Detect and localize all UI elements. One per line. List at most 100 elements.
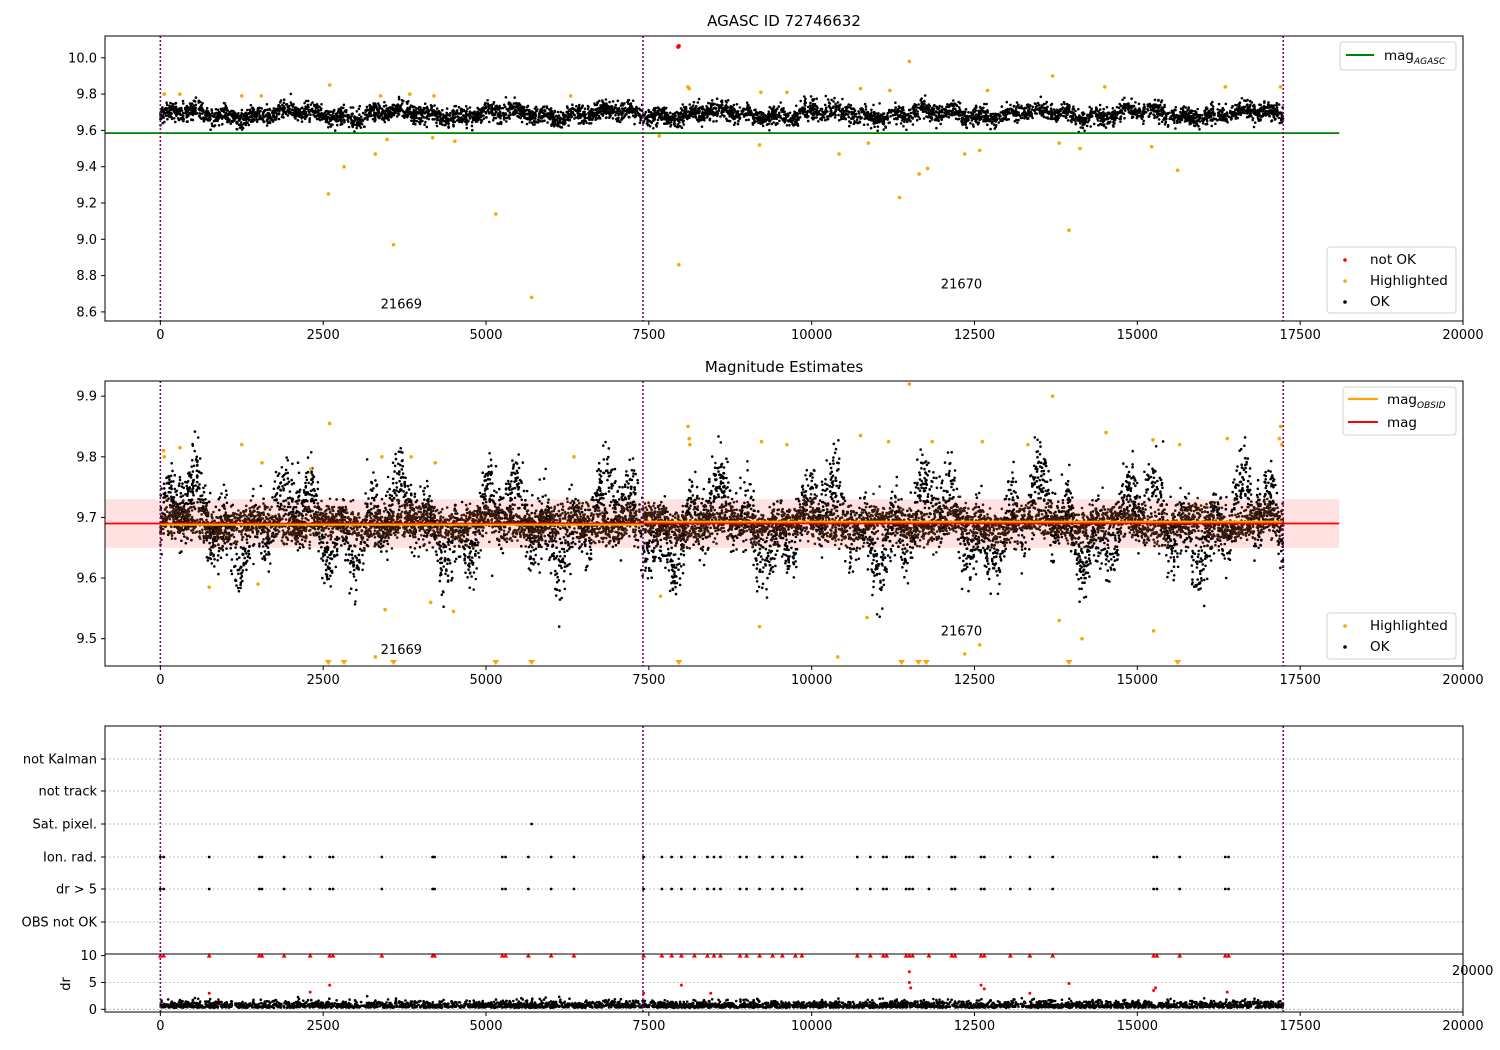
top-ok-point	[935, 119, 938, 122]
top-ok-point	[816, 110, 819, 113]
top-ok-point	[1234, 117, 1237, 120]
top-ok-point	[205, 118, 208, 121]
top-ok-point	[366, 116, 369, 119]
top-ok-point	[1152, 113, 1155, 116]
top-ok-point	[1244, 110, 1247, 113]
top-ok-point	[398, 96, 401, 99]
top-ok-point	[278, 118, 281, 121]
top-ok-point	[887, 112, 890, 115]
top-ok-point	[283, 110, 286, 113]
top-ok-point	[361, 123, 364, 126]
top-ok-point	[1028, 110, 1031, 113]
top-ok-point	[569, 108, 572, 111]
top-ok-point	[936, 116, 939, 119]
top-ok-point	[420, 120, 423, 123]
top-ok-point	[1051, 103, 1054, 106]
top-ok-point	[666, 112, 669, 115]
top-ok-point	[211, 122, 214, 125]
top-ok-point	[1142, 120, 1145, 123]
top-ok-point	[427, 113, 430, 116]
top-ok-point	[1112, 107, 1115, 110]
top-ok-point	[1045, 110, 1048, 113]
top-ok-point	[478, 117, 481, 120]
top-ok-point	[242, 118, 245, 121]
top-ok-point	[249, 115, 252, 118]
top-ok-point	[1042, 107, 1045, 110]
top-ok-point	[1086, 125, 1089, 128]
top-ok-point	[473, 113, 476, 116]
top-ok-point	[1211, 112, 1214, 115]
top-ok-point	[923, 100, 926, 103]
top-ok-point	[369, 107, 372, 110]
top-ok-point	[639, 122, 642, 125]
top-ok-point	[1260, 106, 1263, 109]
top-ok-point	[875, 112, 878, 115]
top-ok-point	[320, 107, 323, 110]
top-ok-point	[1017, 119, 1020, 122]
top-ok-point	[331, 111, 334, 114]
top-ok-point	[557, 120, 560, 123]
top-ok-point	[712, 120, 715, 123]
top-ok-point	[828, 101, 831, 104]
top-ok-point	[208, 117, 211, 120]
top-ok-point	[330, 125, 333, 128]
top-ok-point	[235, 121, 238, 124]
top-ok-point	[1102, 111, 1105, 114]
top-ok-point	[1111, 114, 1114, 117]
top-ok-point	[259, 115, 262, 118]
top-ok-point	[295, 115, 298, 118]
top-ok-point	[970, 111, 973, 114]
top-ok-point	[258, 107, 261, 110]
top-ok-point	[455, 110, 458, 113]
top-ok-point	[788, 119, 791, 122]
top-ok-point	[174, 112, 177, 115]
top-ok-point	[459, 120, 462, 123]
top-ok-point	[875, 119, 878, 122]
top-ok-point	[1273, 104, 1276, 107]
top-ok-point	[1161, 114, 1164, 117]
top-ok-point	[1212, 118, 1215, 121]
top-ok-point	[678, 121, 681, 124]
top-ok-point	[426, 126, 429, 129]
top-ok-point	[939, 123, 942, 126]
top-ok-point	[509, 102, 512, 105]
top-ok-point	[505, 96, 508, 99]
top-ok-point	[1262, 115, 1265, 118]
top-ok-point	[513, 96, 516, 99]
top-ok-point	[410, 116, 413, 119]
top-ok-point	[923, 117, 926, 120]
top-ok-point	[709, 119, 712, 122]
top-ok-point	[676, 126, 679, 129]
top-ok-point	[882, 128, 885, 131]
top-ok-point	[435, 115, 438, 118]
top-ok-point	[566, 105, 569, 108]
top-ok-point	[485, 112, 488, 115]
top-ok-point	[806, 110, 809, 113]
top-ok-point	[538, 111, 541, 114]
top-ok-point	[733, 104, 736, 107]
top-ok-point	[366, 106, 369, 109]
top-ok-point	[243, 122, 246, 125]
top-ok-point	[709, 109, 712, 112]
top-ok-point	[867, 123, 870, 126]
top-ok-point	[693, 107, 696, 110]
top-ok-point	[925, 104, 928, 107]
top-ok-point	[618, 120, 621, 123]
top-ok-point	[383, 101, 386, 104]
top-ok-point	[519, 117, 522, 120]
top-ok-point	[217, 117, 220, 120]
top-ok-point	[1074, 123, 1077, 126]
top-ok-point	[199, 116, 202, 119]
top-ok-point	[1158, 118, 1161, 121]
top-ok-point	[1161, 121, 1164, 124]
top-ok-point	[303, 116, 306, 119]
top-ok-point	[485, 116, 488, 119]
top-ok-point	[838, 107, 841, 110]
top-ok-point	[1069, 111, 1072, 114]
top-ok-point	[1230, 112, 1233, 115]
top-ok-point	[1253, 107, 1256, 110]
top-ok-point	[931, 108, 934, 111]
top-ok-point	[1174, 127, 1177, 130]
top-ok-point	[552, 112, 555, 115]
